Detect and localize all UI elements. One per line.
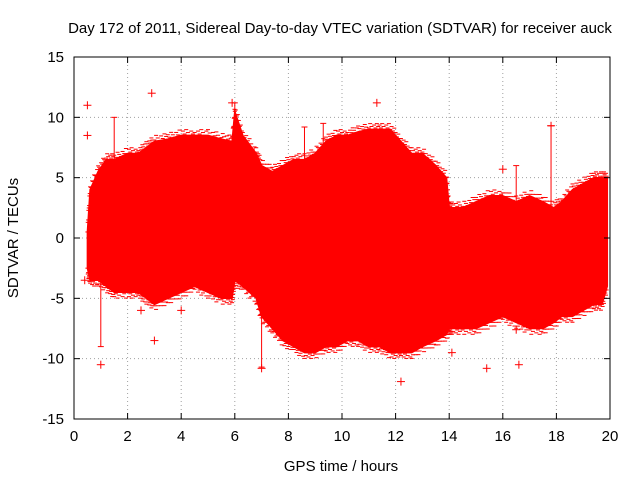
outlier-point [228,98,237,107]
axis-ticks: 0 2 4 6 8 10 12 14 16 18 20 -15 -10 -5 0 5 10 15 [42,49,618,445]
outlier-point [177,306,186,315]
y-axis-label: SDTVAR / TECUs [5,178,22,298]
y-tick-label: -5 [51,290,64,307]
outlier-point [147,89,156,98]
x-tick-label: 14 [441,428,458,445]
x-tick-label: 20 [602,428,619,445]
data-band [86,110,609,354]
outlier-point [482,364,491,373]
outlier-point [83,101,92,110]
data-layer [80,89,609,386]
outlier-point [547,121,556,130]
chart-title: Day 172 of 2011, Sidereal Day-to-day VTE… [68,20,612,37]
x-tick-label: 10 [334,428,351,445]
y-tick-label: 15 [47,49,64,66]
outlier-point [80,276,89,285]
outlier-point [498,165,507,174]
outlier-point [83,131,92,140]
x-tick-label: 4 [177,428,185,445]
y-tick-label: 10 [47,109,64,126]
x-tick-label: 2 [123,428,131,445]
outlier-point [257,364,266,373]
x-axis-label: GPS time / hours [284,458,398,475]
outlier-point [514,360,523,369]
x-tick-label: 6 [231,428,239,445]
y-tick-label: -10 [42,351,64,368]
outlier-point [150,336,159,345]
x-tick-label: 16 [494,428,511,445]
outlier-point [512,325,521,334]
x-tick-label: 0 [70,428,78,445]
y-tick-label: 0 [56,230,64,247]
outlier-point [137,306,145,315]
outlier-point [372,98,381,107]
outlier-point [96,360,105,369]
x-tick-label: 12 [387,428,404,445]
y-tick-label: -15 [42,411,64,428]
outlier-point [396,377,405,386]
x-tick-label: 8 [284,428,292,445]
y-tick-label: 5 [56,170,64,187]
outlier-point [447,348,456,357]
outlier-point [423,156,432,165]
x-tick-label: 18 [548,428,565,445]
